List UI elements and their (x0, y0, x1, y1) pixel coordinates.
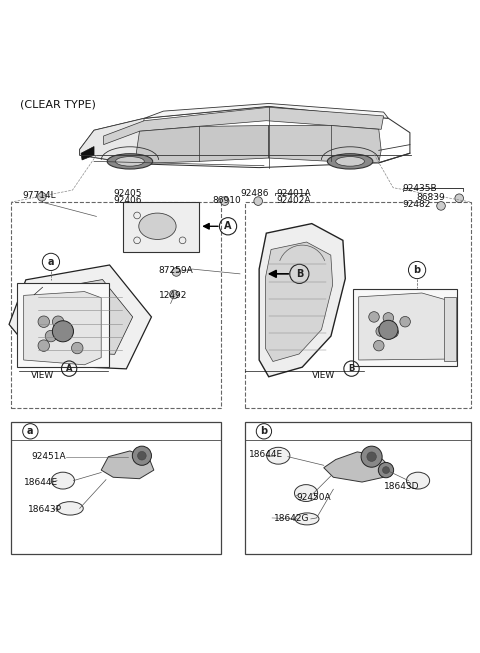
Circle shape (369, 311, 379, 322)
Text: 87259A: 87259A (158, 266, 193, 274)
FancyBboxPatch shape (444, 297, 456, 361)
Circle shape (361, 446, 382, 467)
Polygon shape (269, 125, 381, 163)
Circle shape (383, 467, 389, 473)
Polygon shape (144, 103, 388, 118)
Text: 18644E: 18644E (24, 477, 58, 486)
Circle shape (400, 317, 410, 327)
FancyBboxPatch shape (123, 202, 199, 252)
Text: 18643P: 18643P (28, 505, 62, 514)
Ellipse shape (57, 502, 83, 515)
Circle shape (367, 452, 376, 462)
Circle shape (455, 194, 464, 202)
Circle shape (373, 340, 384, 351)
Polygon shape (265, 242, 333, 362)
Polygon shape (24, 291, 101, 365)
Text: 86839: 86839 (416, 193, 445, 202)
Ellipse shape (116, 157, 144, 166)
Circle shape (52, 321, 73, 342)
Circle shape (38, 316, 49, 327)
Ellipse shape (267, 447, 290, 464)
Circle shape (378, 462, 394, 478)
Text: 12492: 12492 (158, 291, 187, 300)
Circle shape (254, 197, 263, 206)
Circle shape (376, 326, 386, 336)
Ellipse shape (407, 472, 430, 489)
Text: VIEW: VIEW (31, 370, 54, 379)
Text: A: A (66, 364, 72, 373)
FancyBboxPatch shape (17, 283, 109, 367)
Text: 92451A: 92451A (31, 452, 66, 461)
Ellipse shape (107, 153, 153, 169)
Circle shape (383, 313, 394, 323)
Polygon shape (104, 107, 384, 144)
Text: 18644E: 18644E (249, 451, 283, 459)
FancyBboxPatch shape (353, 289, 457, 366)
Circle shape (172, 268, 180, 276)
Text: 92402A: 92402A (276, 196, 311, 204)
Text: 92405: 92405 (113, 189, 142, 198)
Circle shape (132, 446, 152, 466)
Text: 92486: 92486 (240, 189, 268, 198)
Text: VIEW: VIEW (312, 370, 336, 379)
Polygon shape (324, 452, 388, 482)
Ellipse shape (139, 213, 176, 240)
Ellipse shape (295, 513, 319, 525)
Text: 92406: 92406 (113, 196, 142, 204)
Polygon shape (30, 279, 132, 355)
Circle shape (388, 327, 398, 338)
Text: b: b (260, 426, 267, 436)
Polygon shape (9, 265, 152, 369)
Polygon shape (259, 223, 345, 377)
Ellipse shape (327, 153, 373, 169)
Text: 92450A: 92450A (297, 494, 331, 502)
Text: 92482: 92482 (403, 200, 431, 209)
Text: B: B (348, 364, 355, 373)
Text: 92435B: 92435B (403, 184, 437, 193)
Text: b: b (414, 265, 420, 275)
Circle shape (45, 330, 57, 342)
Text: 18643D: 18643D (384, 483, 419, 491)
Text: 92401A: 92401A (276, 189, 311, 198)
Polygon shape (359, 293, 451, 360)
Circle shape (37, 193, 46, 201)
Polygon shape (101, 451, 154, 479)
Circle shape (220, 197, 229, 206)
Circle shape (38, 340, 49, 351)
Ellipse shape (294, 485, 318, 502)
Circle shape (437, 202, 445, 210)
Text: 86910: 86910 (212, 196, 241, 204)
Ellipse shape (51, 472, 74, 489)
Text: (CLEAR TYPE): (CLEAR TYPE) (20, 99, 96, 109)
Circle shape (62, 326, 73, 337)
Circle shape (52, 316, 64, 327)
Polygon shape (80, 118, 144, 164)
Text: B: B (296, 269, 303, 279)
Polygon shape (135, 125, 269, 164)
Text: A: A (224, 221, 232, 231)
Text: 18642G: 18642G (274, 515, 309, 524)
Circle shape (379, 320, 398, 340)
Circle shape (72, 342, 83, 354)
Text: a: a (48, 257, 54, 267)
Text: 97714L: 97714L (22, 191, 56, 200)
Text: a: a (27, 426, 34, 436)
Polygon shape (81, 146, 94, 160)
Ellipse shape (336, 157, 364, 166)
Circle shape (138, 451, 146, 460)
Circle shape (169, 290, 178, 298)
